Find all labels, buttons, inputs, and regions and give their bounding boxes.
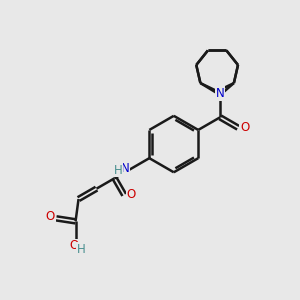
Text: H: H — [114, 164, 122, 177]
Text: O: O — [70, 239, 79, 252]
Text: O: O — [46, 210, 55, 224]
Text: O: O — [240, 121, 249, 134]
Text: N: N — [121, 162, 130, 175]
Text: N: N — [216, 87, 224, 100]
Text: O: O — [126, 188, 135, 202]
Text: H: H — [76, 243, 85, 256]
